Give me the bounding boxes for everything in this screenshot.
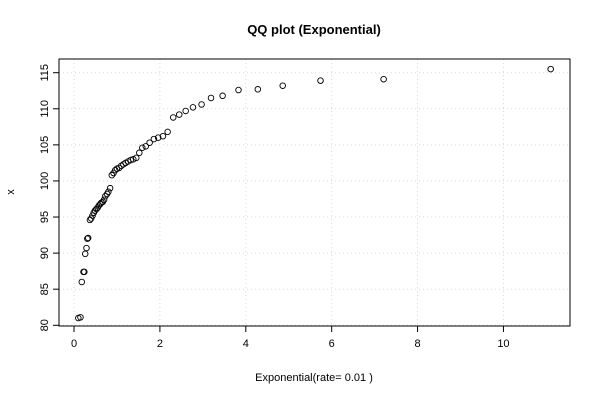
data-point [83, 244, 90, 252]
data-point [100, 196, 108, 203]
plot-frame [58, 58, 571, 327]
x-tick-label: 2 [157, 338, 163, 350]
y-tick-label: 90 [39, 247, 51, 259]
data-point [207, 94, 215, 102]
data-point [105, 188, 112, 196]
data-point [102, 192, 109, 200]
data-point [106, 184, 114, 192]
data-point [130, 156, 137, 163]
data-point [198, 101, 205, 108]
x-axis: 0 2 4 6 8 10 [71, 326, 510, 350]
data-point [547, 65, 554, 73]
y-tick-label: 105 [39, 136, 51, 154]
data-point [108, 171, 116, 179]
data-point [175, 111, 183, 118]
data-point [380, 75, 387, 83]
data-point [164, 128, 171, 136]
y-tick-label: 80 [39, 319, 51, 331]
data-point [78, 278, 86, 286]
data-point [154, 134, 162, 141]
y-tick-label: 95 [39, 211, 51, 223]
x-axis-label: Exponential(rate= 0.01 ) [255, 372, 373, 384]
y-tick-label: 100 [39, 172, 51, 190]
x-tick-label: 0 [71, 338, 77, 350]
y-tick-label: 85 [39, 283, 51, 295]
data-point [169, 114, 177, 121]
data-point [254, 86, 262, 93]
y-axis: 80 85 90 95 100 105 110 115 [39, 64, 59, 331]
data-point [317, 77, 324, 84]
data-point [127, 156, 134, 164]
data-point [87, 215, 95, 222]
data-point [235, 86, 242, 94]
y-axis-label: x [5, 189, 17, 195]
y-tick-label: 115 [39, 64, 51, 82]
data-point [279, 82, 286, 89]
y-tick-label: 110 [39, 100, 51, 118]
data-point [182, 107, 189, 115]
data-point [159, 132, 167, 140]
x-tick-label: 4 [243, 338, 249, 350]
data-point [133, 154, 140, 162]
data-point [81, 268, 88, 276]
data-point [115, 164, 123, 172]
data-point [84, 235, 91, 242]
data-point [142, 143, 149, 150]
data-points [75, 65, 554, 322]
x-tick-label: 10 [497, 338, 509, 350]
data-point [112, 166, 119, 174]
data-point [77, 314, 84, 321]
data-point [89, 212, 96, 219]
data-point [139, 144, 146, 152]
x-tick-label: 6 [329, 338, 335, 350]
data-point [219, 92, 226, 100]
chart-title: QQ plot (Exponential) [247, 22, 381, 37]
data-point [189, 104, 197, 111]
data-point [81, 250, 89, 258]
data-point [150, 135, 158, 143]
x-tick-label: 8 [414, 338, 420, 350]
data-point [136, 149, 143, 157]
grid-lines [59, 59, 570, 326]
data-point [84, 234, 92, 242]
data-point [146, 139, 153, 146]
